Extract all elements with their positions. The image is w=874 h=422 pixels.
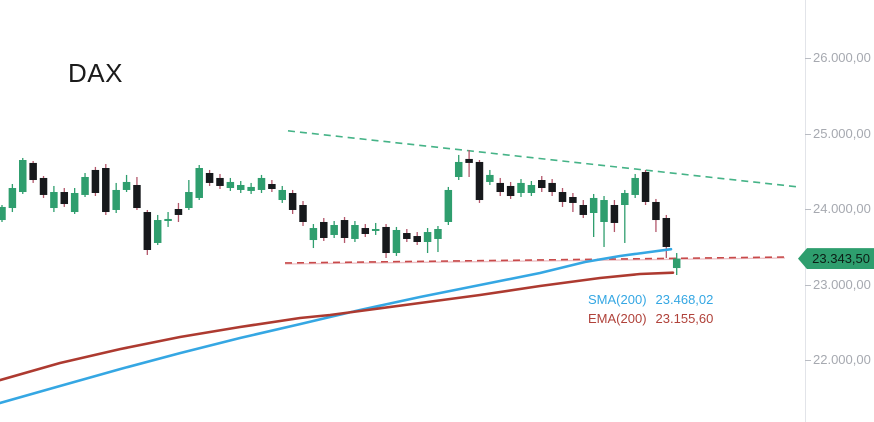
candle-down [548, 182, 556, 193]
candle-up [600, 200, 608, 222]
descending-resistance-trendline [287, 130, 801, 188]
axis-tick-label: 25.000,00 [813, 125, 871, 141]
axis-tick-label: 26.000,00 [813, 50, 871, 65]
candle-up [50, 192, 58, 209]
axis-tick-label: 24.000,00 [813, 201, 871, 216]
candle-up [434, 229, 442, 239]
chart-title: DAX [68, 58, 123, 88]
candle-up [621, 192, 629, 205]
candle-up [81, 176, 89, 195]
horizontal-support-trendline [284, 256, 786, 264]
candle-up [19, 160, 27, 193]
axis-tick-mark [805, 209, 811, 210]
candle-down [641, 172, 650, 202]
candle-down [29, 162, 37, 181]
axis-tick-label: 22.000,00 [813, 352, 871, 367]
candle-up [517, 182, 525, 193]
candle-down [538, 180, 546, 189]
sma-legend-row[interactable]: SMA(200) 23.468,02 [588, 290, 713, 309]
candle-down [205, 172, 214, 183]
candle-up [672, 258, 681, 269]
SMA(200)-line [0, 247, 673, 405]
ema-value: 23.155,60 [655, 311, 714, 326]
candle-up [351, 225, 359, 239]
candle-up [226, 181, 235, 189]
candle-down [216, 177, 224, 186]
candle-up [122, 181, 131, 190]
candle-down [288, 192, 297, 210]
candle-up [0, 206, 6, 221]
candle-down [60, 192, 69, 205]
candle-down [299, 204, 307, 222]
candle-down [465, 158, 473, 163]
last-price-tag: 23.343,50 [798, 248, 874, 270]
candle-up [631, 177, 639, 195]
candle-down [610, 204, 619, 223]
ema-label: EMA(200) [588, 311, 647, 326]
candle-up [278, 189, 287, 201]
candle-down [268, 184, 276, 189]
indicator-legend: SMA(200) 23.468,02 EMA(200) 23.155,60 [588, 290, 713, 328]
candle-up [330, 225, 338, 235]
candle-down [320, 221, 328, 238]
candle-down [39, 177, 48, 195]
candle-up [195, 168, 203, 198]
candle-down [579, 204, 588, 215]
candle-up [153, 220, 162, 243]
candle-up [112, 189, 120, 210]
EMA(200)-line [0, 271, 675, 382]
candle-up [257, 177, 266, 190]
candle-up [164, 218, 172, 222]
candle-down [133, 184, 141, 209]
candle-down [662, 217, 671, 247]
candle-up [589, 197, 598, 214]
axis-tick-label: 23.000,00 [813, 276, 871, 292]
candle-down [413, 236, 421, 242]
candle-up [527, 184, 536, 193]
candle-down [91, 169, 100, 193]
candle-up [247, 186, 255, 191]
candle-up [444, 189, 453, 222]
horizontal-support-underlay [284, 257, 786, 265]
axis-tick-mark [805, 284, 811, 286]
sma-value: 23.468,02 [655, 292, 714, 307]
candle-up [70, 192, 79, 213]
candle-up [371, 229, 380, 231]
candle-up [236, 184, 245, 190]
candle-down [652, 201, 660, 221]
candle-down [569, 196, 577, 203]
candle-down [361, 228, 370, 234]
candle-down [496, 182, 504, 193]
axis-tick-mark [805, 133, 811, 135]
axis-tick-mark [805, 360, 811, 361]
candle-up [309, 228, 318, 241]
candle-down [558, 192, 567, 202]
candle-down [340, 220, 349, 238]
last-price-value: 23.343,50 [812, 251, 870, 267]
sma-label: SMA(200) [588, 292, 647, 307]
candle-up [185, 192, 193, 209]
candle-down [102, 168, 110, 213]
price-axis-line[interactable] [805, 0, 806, 422]
candle-up [392, 229, 401, 254]
candle-up [486, 174, 494, 182]
candle-down [382, 226, 390, 254]
axis-tick-mark [805, 58, 811, 59]
candle-up [8, 188, 17, 209]
candle-down [403, 233, 411, 239]
candle-up [454, 161, 463, 177]
candle-up [423, 232, 432, 242]
candle-down [143, 212, 152, 250]
candle-down [506, 185, 515, 197]
ema-legend-row[interactable]: EMA(200) 23.155,60 [588, 309, 713, 328]
candle-down [475, 161, 484, 201]
candle-down [174, 209, 183, 215]
